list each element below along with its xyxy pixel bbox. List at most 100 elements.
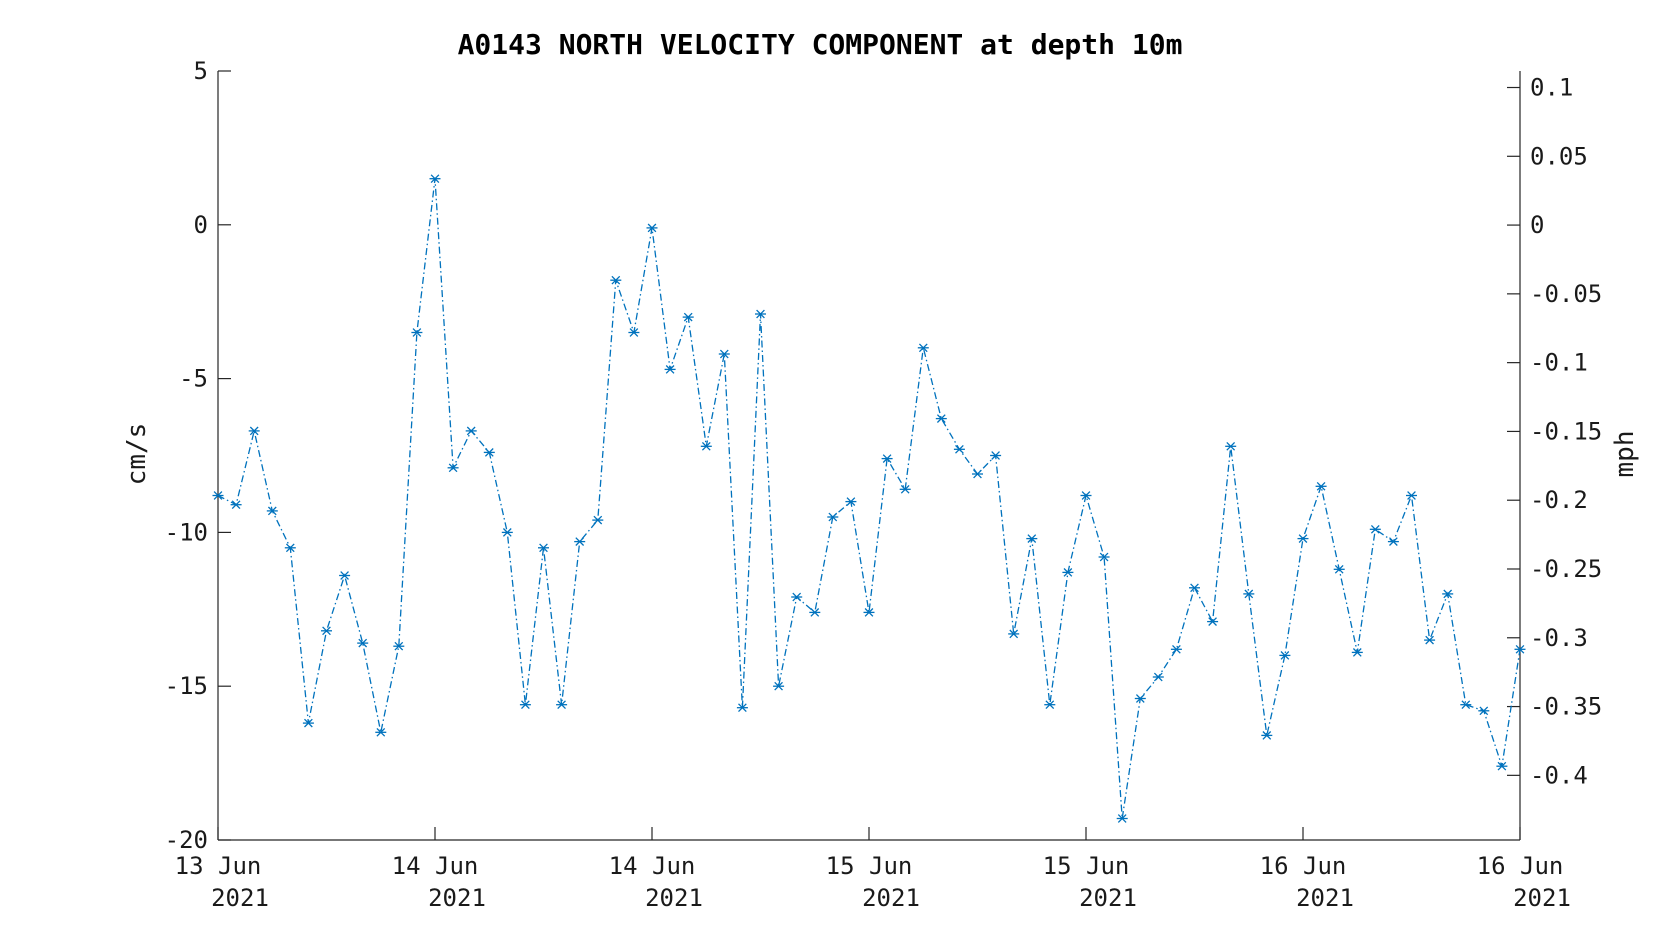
data-point [483,448,495,457]
data-point-stroke [1063,568,1073,577]
data-point-stroke [991,451,1000,460]
x-tick-label-year: 2021 [862,884,920,912]
x-tick-label-year: 2021 [1079,884,1137,912]
data-point-stroke [756,309,765,319]
data-point [1460,700,1472,710]
data-point-stroke [412,328,422,337]
data-point-stroke [1370,524,1380,534]
data-point [1279,651,1291,660]
data-point-stroke [738,703,747,713]
data-point [230,500,242,510]
data-point [212,491,224,500]
data-point [1369,524,1381,534]
data-point-stroke [376,727,386,737]
data-point-stroke [1045,700,1055,710]
data-point-stroke [1027,534,1037,543]
data-point [266,506,278,516]
data-point [519,700,531,710]
data-point [1406,491,1417,500]
data-point-stroke [611,275,621,285]
y-tick-right-label: -0.15 [1530,417,1602,445]
data-point [809,608,821,617]
y-tick-right-label: 0.1 [1530,74,1573,102]
data-point [1243,589,1255,599]
data-point [1514,644,1526,654]
data-point-stroke [502,528,512,537]
data-point-stroke [1208,617,1217,626]
data-point [1315,481,1327,491]
y-tick-right-label: 0.05 [1530,142,1588,170]
data-point [302,718,314,728]
data-point-stroke [448,463,458,473]
x-tick-label-date: 15 Jun [1043,852,1130,880]
data-point [501,528,513,537]
data-point-stroke [267,506,277,516]
data-point-stroke [1099,552,1109,562]
x-tick-label-date: 16 Jun [1477,852,1564,880]
data-point [610,275,622,285]
data-point [1351,648,1363,657]
data-point [899,484,911,494]
data-point [411,328,423,337]
data-point-stroke [539,543,548,553]
data-point-stroke [1443,589,1453,599]
data-point-stroke [1244,589,1254,599]
x-tick-label-date: 15 Jun [826,852,913,880]
data-point [664,365,676,374]
data-point [646,223,658,233]
y-tick-right-label: -0.1 [1530,349,1588,377]
data-point-stroke [1081,491,1091,500]
data-point-stroke [701,441,711,451]
y-tick-left-label: -5 [179,365,208,393]
data-point-stroke [1190,583,1199,593]
data-point [935,414,947,423]
data-point-stroke [792,592,802,602]
data-point-stroke [955,444,964,454]
data-point-stroke [304,718,313,728]
data-point [791,592,803,602]
x-tick-label-date: 13 Jun [175,852,262,880]
data-point-stroke [466,426,476,436]
data-point-stroke [1135,694,1145,703]
data-point-stroke [1262,731,1272,740]
data-point-stroke [430,174,440,184]
data-point [1297,534,1309,543]
data-point-stroke [1226,441,1236,451]
data-point-stroke [213,491,223,500]
data-point [592,515,604,525]
data-point [972,469,983,479]
y-axis-label-left: cm/s [122,423,152,486]
data-point-stroke [918,343,928,353]
data-point [1442,589,1454,599]
data-point-stroke [322,626,331,636]
data-point [863,608,875,617]
data-point-stroke [1298,534,1308,543]
data-point-stroke [593,515,603,525]
data-point [1189,583,1200,593]
data-point-stroke [1407,491,1416,500]
data-point [538,543,549,553]
series-line [217,178,1521,819]
y-tick-left-label: 5 [194,57,208,85]
data-point-stroke [358,638,368,648]
data-point [953,444,965,454]
data-point [1062,568,1074,577]
data-point [827,512,839,522]
data-point [1044,700,1056,710]
data-point-stroke [1280,651,1290,660]
y-tick-right-label: -0.05 [1530,280,1602,308]
data-point-stroke [629,328,639,337]
data-point-stroke [1316,481,1326,491]
y-tick-left-label: 0 [194,211,208,239]
data-point [700,441,712,451]
x-tick-label-year: 2021 [1513,884,1571,912]
y-tick-left-label: -15 [165,672,208,700]
data-point-stroke [1425,635,1434,645]
data-point-stroke [394,641,404,651]
data-point-stroke [1334,564,1344,574]
data-point-stroke [1389,537,1398,546]
y-tick-left-label: -10 [165,518,208,546]
data-point-stroke [774,681,783,691]
data-point-stroke [1479,706,1489,716]
